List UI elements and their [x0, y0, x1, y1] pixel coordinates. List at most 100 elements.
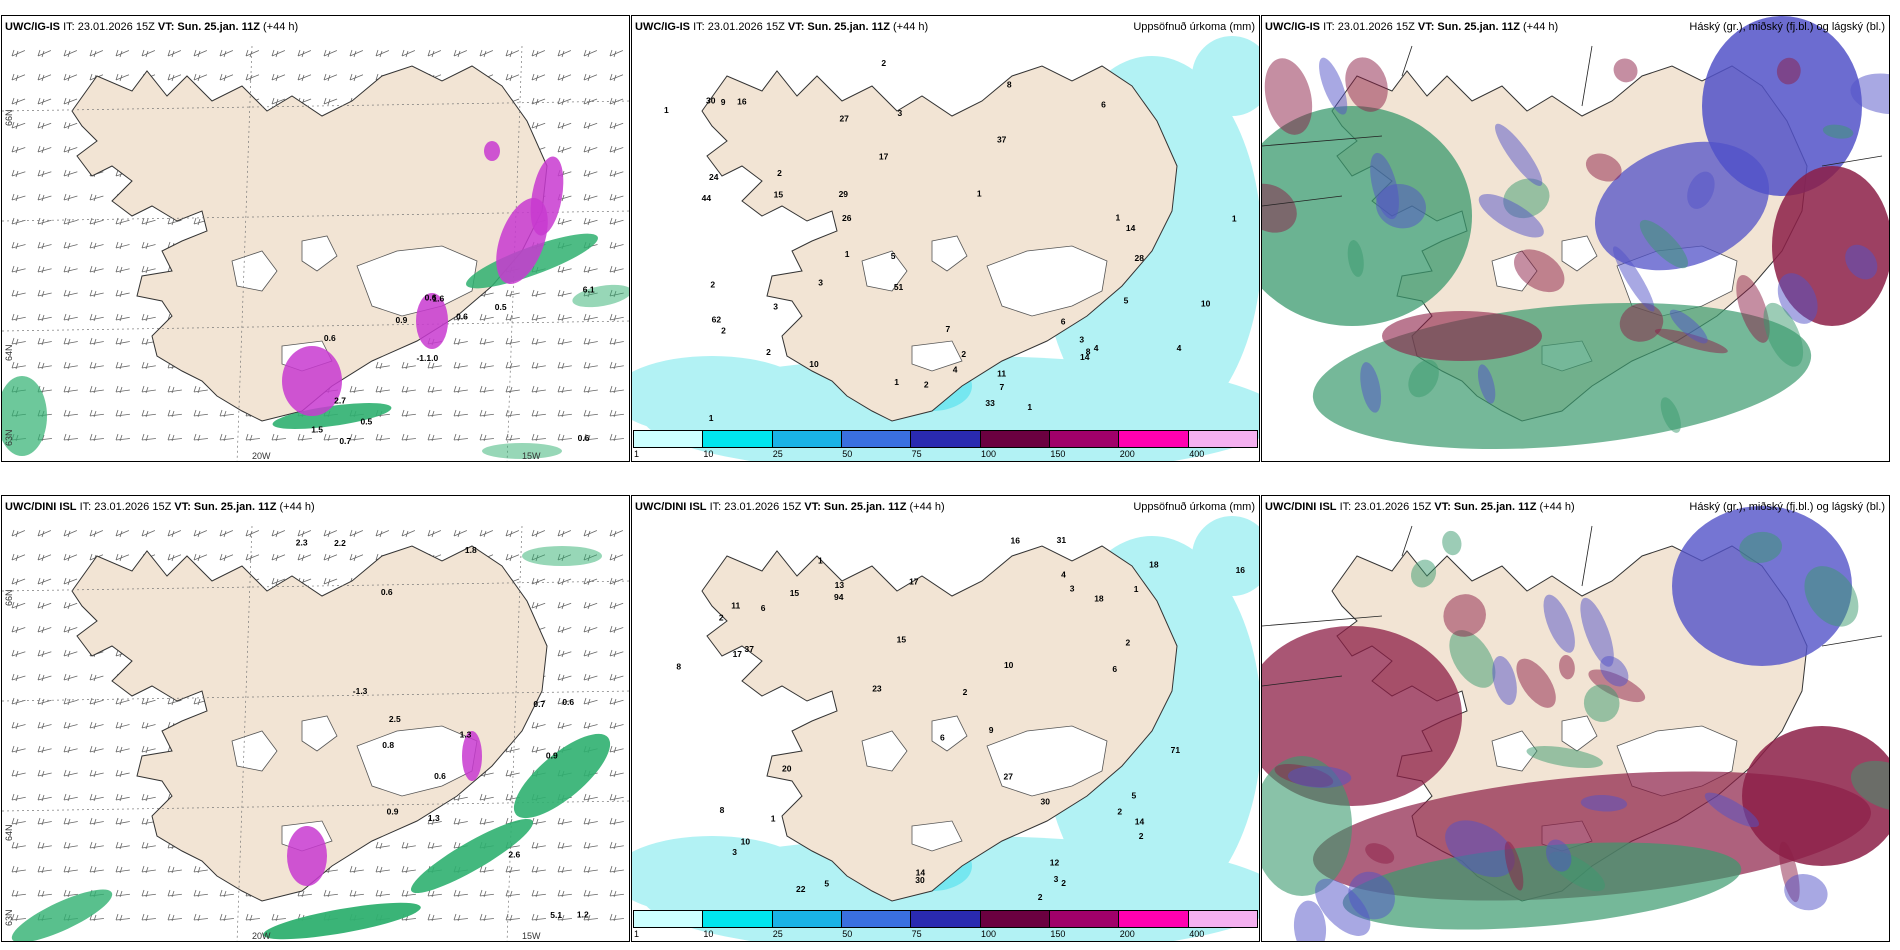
precip-value: 12 [1050, 858, 1060, 868]
cloud-patch [1687, 171, 1715, 209]
glacier-outline [1491, 730, 1538, 772]
precip-value: 16 [737, 96, 747, 106]
cloud-patch [1850, 760, 1889, 812]
it-label: IT: [693, 21, 708, 33]
legend-swatch [1049, 431, 1120, 447]
precip-value: 1 [771, 813, 776, 823]
cloud-patch [1319, 57, 1348, 115]
panel-title: UWC/DINI ISL IT: 23.01.2026 15Z VT: Sun.… [635, 501, 945, 513]
panel-field-title: Uppsöfnuð úrkoma (mm) [1133, 501, 1255, 513]
precip-value: 1 [1027, 402, 1032, 412]
gust-area [11, 889, 113, 941]
glacier-outline [1561, 715, 1598, 752]
precip-value: 15 [774, 190, 784, 200]
precip-value: 3 [1070, 584, 1075, 594]
legend-swatch [1188, 911, 1257, 927]
precip-value: 17 [909, 577, 919, 587]
legend-tick: 25 [772, 929, 783, 939]
boundary-line [1581, 45, 1593, 107]
precip-value: 3 [732, 847, 737, 857]
legend-swatch [841, 911, 912, 927]
glacier-outline [911, 820, 963, 852]
valid-time: Sun. 25.jan. 11Z [193, 501, 280, 513]
cloud-patch [1619, 303, 1664, 342]
precip-value: 62 [712, 315, 722, 325]
precip-value: 37 [997, 135, 1007, 145]
panel-title: UWC/DINI ISL IT: 23.01.2026 15Z VT: Sun.… [1265, 501, 1575, 513]
boundary-line [1401, 525, 1413, 557]
precip-value: 1 [894, 377, 899, 387]
cloud-field [1262, 16, 1889, 450]
lead-time: (+44 h) [909, 501, 945, 513]
panel-precip-igis: 1 2 1 1 1 2 4 2 1 2 3 4 2 1 6 7 3 8 10 14 16 28 15 26 11 10 8 33 27 2… [631, 15, 1260, 462]
boundary-line [1262, 675, 1343, 687]
precip-area [632, 836, 812, 916]
model-name: UWC/DINI ISL [1265, 501, 1337, 513]
init-time: 23.01.2026 15Z [94, 501, 175, 513]
latitude-label: 63N [4, 909, 14, 926]
precip-value: 6 [940, 732, 945, 742]
precip-value: 15 [790, 588, 800, 598]
gust-peak [462, 731, 482, 781]
cloud-high [1742, 726, 1889, 866]
legend-tick: 1 [634, 449, 640, 459]
precip-value: 7 [1000, 382, 1005, 392]
boundary-line [1262, 195, 1343, 207]
boundary-line [1262, 135, 1383, 147]
gust-value: 0.7 [339, 436, 351, 446]
precip-value: 4 [1061, 569, 1066, 579]
boundary-line [1401, 45, 1413, 77]
gust-value: 1.2 [577, 910, 589, 920]
cloud-patch [1580, 794, 1628, 812]
legend-swatch [634, 911, 704, 927]
precip-value: 1 [977, 189, 982, 199]
boundary-line [1821, 155, 1883, 167]
gust-value: 1.3 [428, 813, 440, 823]
precip-value: 20 [782, 764, 792, 774]
gust-value: 2.3 [296, 538, 308, 548]
precip-value: 9 [721, 97, 726, 107]
model-name: UWC/DINI ISL [5, 501, 77, 513]
precip-map: 1232132641810312017149613111516222312151… [632, 496, 1259, 941]
cloud-patch [1526, 746, 1603, 769]
lead-time: (+44 h) [1539, 501, 1575, 513]
longitude-label: 20W [252, 451, 271, 461]
legend-swatch [703, 431, 773, 447]
gust-value: 0.6 [434, 771, 446, 781]
boundary-line [1821, 635, 1883, 647]
precip-value: 11 [997, 368, 1006, 378]
cloud-patch [1543, 594, 1575, 653]
cloud-patch [1293, 900, 1327, 941]
cloud-map [1262, 16, 1889, 461]
gust-area [263, 902, 421, 940]
cloud-patch [1660, 397, 1681, 433]
precip-value: 13 [835, 580, 845, 590]
gust-value: 2.6 [508, 849, 520, 859]
precip-area [1192, 516, 1259, 596]
gust-area [2, 376, 47, 456]
precip-value: 6 [1112, 664, 1117, 674]
gust-value: -1.1.0 [416, 353, 438, 363]
legend-tick: 400 [1189, 929, 1205, 939]
legend-tick: 10 [703, 929, 714, 939]
cloud-patch [1365, 843, 1395, 864]
precip-value: 3 [898, 108, 903, 118]
init-time: 23.01.2026 15Z [1354, 501, 1435, 513]
it-label: IT: [63, 21, 78, 33]
precip-value: 18 [1149, 560, 1159, 570]
precip-value: 10 [809, 359, 819, 369]
init-time: 23.01.2026 15Z [707, 21, 788, 33]
glacier-outline [861, 250, 908, 292]
cloud-patch [1287, 765, 1352, 788]
precip-value: 2 [1038, 892, 1043, 902]
precip-value: 2 [963, 687, 968, 697]
valid-time: Sun. 25.jan. 11Z [1437, 21, 1524, 33]
panel-wind-dini: 0.6 -1.3 2.2 0.9 1.2 0.6 1.3 0.8 0.9 0.7 0.6 1.8 2.3… [1, 495, 630, 942]
longitude-label: 15W [522, 931, 541, 941]
precip-value: 37 [745, 644, 755, 654]
precip-value: 14 [1080, 352, 1090, 362]
cloud-patch [1360, 362, 1382, 413]
precip-value: 1 [664, 105, 669, 115]
precip-value: 28 [1135, 253, 1145, 263]
cloud-patch [1516, 658, 1556, 708]
